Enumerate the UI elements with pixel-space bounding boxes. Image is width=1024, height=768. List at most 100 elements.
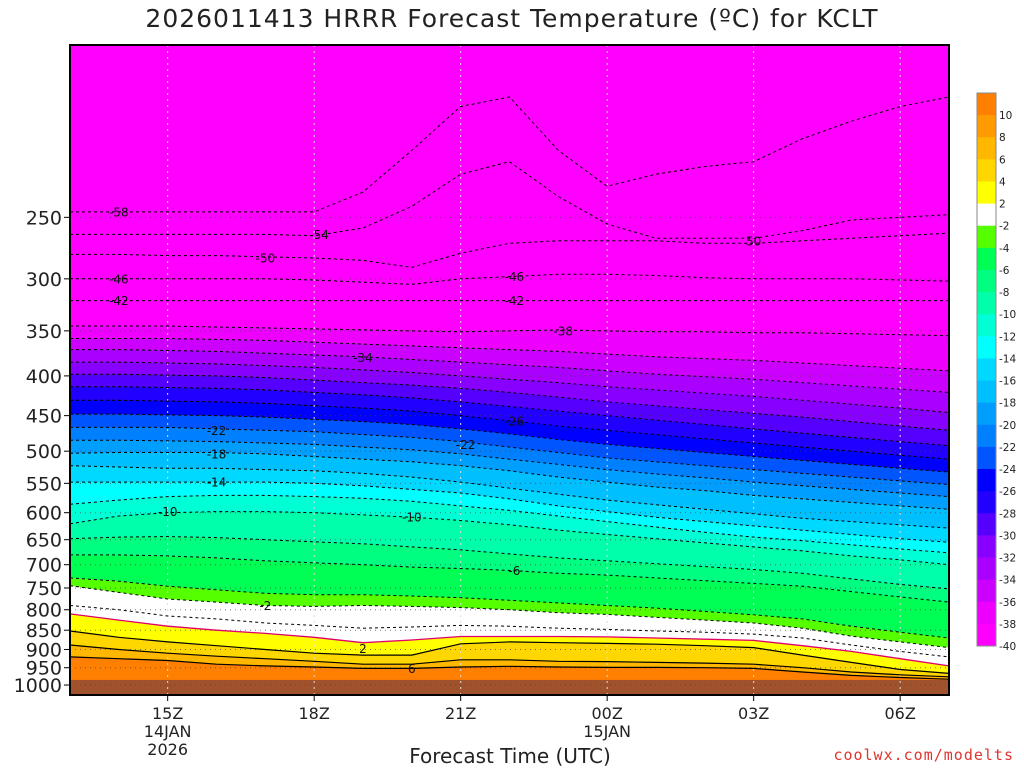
colorbar-swatch [977, 225, 996, 249]
colorbar-swatch [977, 336, 996, 359]
colorbar-label: -26 [999, 486, 1016, 498]
isotherm-m20 [70, 439, 949, 498]
colorbar-swatch [977, 292, 996, 315]
colorbar-label: -22 [999, 442, 1016, 454]
isotherm-m18 [70, 452, 949, 510]
isotherm-m24 [70, 413, 949, 473]
colorbar-label: -28 [999, 508, 1016, 520]
colorbar-swatch [977, 159, 996, 182]
colorbar-label: -20 [999, 420, 1016, 432]
y-tick-label: 950 [26, 658, 62, 680]
colorbar-label: -6 [999, 265, 1010, 277]
y-tick-label: 900 [26, 639, 62, 661]
colorbar-label: 4 [999, 176, 1006, 188]
isotherm-m30 [70, 373, 949, 431]
contour-label-text: -50 [256, 251, 276, 265]
contour-label-text: -42 [109, 294, 129, 308]
contour-label-text: -10 [158, 505, 178, 519]
colorbar-label: 8 [999, 132, 1006, 144]
contour-label-text: 6 [408, 662, 416, 676]
contour-label-text: 2 [359, 642, 367, 656]
isotherm-m38 [70, 325, 949, 337]
colorbar-label: -2 [999, 221, 1009, 233]
colorbar-frame [976, 92, 997, 647]
contour-label-text: -10 [402, 511, 422, 525]
y-tick-label: 1000 [14, 675, 62, 697]
y-tick-label: 350 [26, 321, 62, 343]
x-tick-label: 00Z [592, 704, 623, 723]
isotherm-m26 [70, 399, 949, 460]
contour-label-text: -54 [309, 228, 329, 242]
contour-label: -38 [553, 324, 573, 338]
contour-label: 2 [359, 642, 367, 656]
colorbar-label: -36 [999, 597, 1016, 609]
x-tick-label: 18Z [299, 704, 330, 723]
contour-label: -42 [505, 294, 525, 308]
colorbar-label: -30 [999, 530, 1016, 542]
y-tick-label: 550 [26, 473, 62, 495]
isotherm-m28 [70, 386, 949, 447]
contour-label-text: -2 [259, 599, 271, 613]
contour-label: -46 [505, 270, 525, 284]
colorbar-swatch [977, 491, 996, 514]
colorbar-swatch [977, 203, 996, 227]
x-tick-label: 15Z [152, 704, 183, 723]
isotherm-m58 [70, 96, 949, 213]
contour-label-text: -22 [456, 438, 476, 452]
contour-label-text: -46 [109, 272, 129, 286]
isotherm-0 [70, 613, 949, 667]
y-tick-label: 400 [26, 366, 62, 388]
colorbar-swatch [977, 513, 996, 536]
contour-label-text: -6 [508, 564, 520, 578]
colorbar: 10 8 6 4 2 -2 -4 -6 -8 -10 -12 -14 -16 -18 -20 -22 -24 -2… [976, 92, 1016, 653]
isotherm-4 [70, 644, 949, 678]
isotherm-m12 [70, 494, 949, 554]
colorbar-label: -34 [999, 575, 1016, 587]
contour-label: -50 [256, 251, 276, 265]
isotherm-m34 [70, 349, 949, 393]
x-tick-label: 14JAN [144, 722, 192, 741]
isotherm-m1 [70, 605, 949, 658]
isotherm-m54 [70, 161, 949, 239]
isotherm-m2 [70, 585, 949, 649]
isotherm-2 [70, 630, 949, 674]
contour-label: -26 [505, 414, 525, 428]
contour-label: -14 [207, 476, 227, 490]
colorbar-swatch [977, 358, 996, 382]
contour-label: 6 [408, 662, 416, 676]
contour-label-text: -34 [353, 351, 373, 365]
isotherm-m10 [70, 511, 949, 566]
contour-label-text: -26 [505, 414, 525, 428]
colorbar-swatch [977, 402, 996, 426]
colorbar-swatch [977, 115, 996, 138]
colorbar-swatch [977, 380, 996, 404]
contour-label: -18 [207, 447, 227, 461]
x-tick-label: 2026 [147, 740, 188, 759]
colorbar-label: 6 [999, 154, 1006, 166]
isotherm-m16 [70, 465, 949, 529]
isotherm-m50 [70, 232, 949, 268]
colorbar-swatch [977, 446, 996, 470]
colorbar-label: -32 [999, 553, 1016, 565]
y-tick-label: 850 [26, 620, 62, 642]
colorbar-swatch [977, 601, 996, 625]
isotherm-layer [70, 96, 949, 680]
contour-label-text: 50 [746, 234, 761, 248]
credit-link[interactable]: coolwx.com/modelts [833, 746, 1014, 764]
colorbar-label: 10 [999, 110, 1012, 122]
chart-title: 2026011413 HRRR Forecast Temperature (ºC… [145, 4, 879, 33]
isotherm-m32 [70, 361, 949, 414]
contour-label: -10 [158, 505, 178, 519]
colorbar-label: -10 [999, 309, 1016, 321]
colorbar-label: -38 [999, 619, 1016, 631]
colorbar-label: -4 [999, 243, 1010, 255]
contour-label-text: -42 [505, 294, 525, 308]
contour-label-text: -22 [207, 424, 227, 438]
colorbar-label: -18 [999, 398, 1016, 410]
colorbar-swatch [977, 557, 996, 581]
contour-label-text: -46 [505, 270, 525, 284]
contour-label: -10 [402, 511, 422, 525]
colorbar-swatch [977, 623, 996, 647]
colorbar-label: -8 [999, 287, 1009, 299]
